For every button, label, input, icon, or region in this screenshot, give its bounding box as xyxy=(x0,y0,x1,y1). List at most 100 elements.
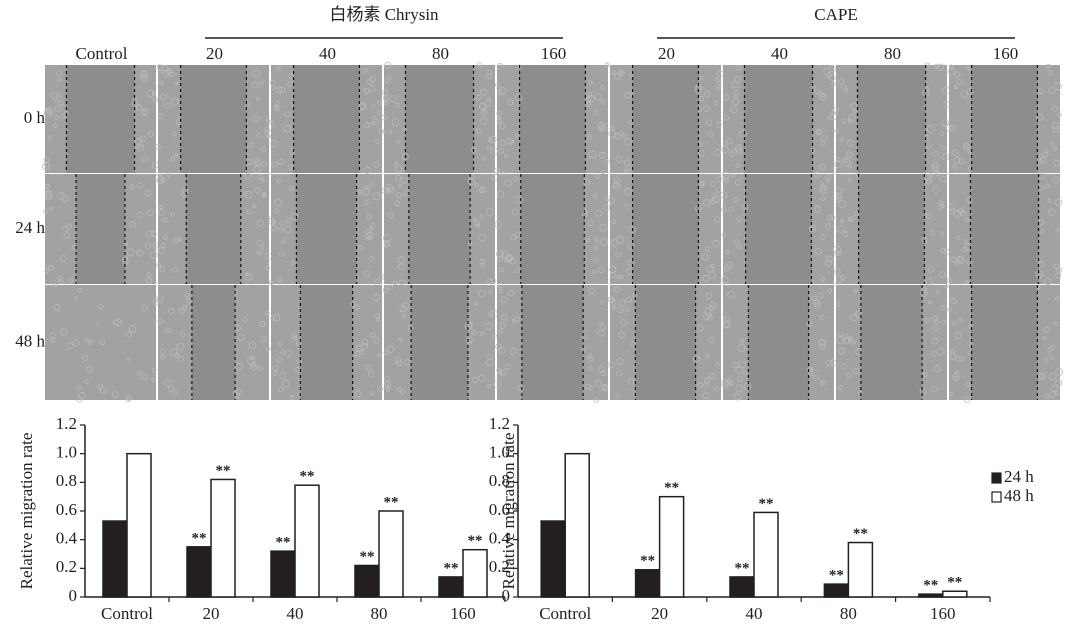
cell-texture xyxy=(728,151,735,157)
cell-region xyxy=(134,65,156,173)
cell-texture xyxy=(611,219,617,225)
bar xyxy=(126,452,152,598)
cell-texture xyxy=(270,224,278,232)
cell-texture xyxy=(235,388,242,395)
cell-texture xyxy=(728,206,734,213)
cell-texture xyxy=(962,246,968,252)
cell-texture xyxy=(487,354,493,360)
cell-texture xyxy=(369,180,375,187)
cell-region xyxy=(695,285,721,400)
cell-texture xyxy=(692,355,701,363)
cell-texture xyxy=(144,189,152,197)
cell-region xyxy=(583,285,608,400)
cell-texture xyxy=(496,118,502,124)
bar xyxy=(918,593,944,598)
cell-texture xyxy=(264,310,270,316)
cell-texture xyxy=(289,395,295,400)
cell-texture xyxy=(853,210,860,217)
cell-texture xyxy=(835,275,844,284)
cell-texture xyxy=(150,230,157,237)
cell-texture xyxy=(836,336,844,344)
cell-texture xyxy=(403,190,411,197)
cell-texture xyxy=(919,387,927,395)
cell-texture xyxy=(497,116,502,121)
cell-texture xyxy=(827,288,833,294)
cell-texture xyxy=(487,383,492,389)
cell-texture xyxy=(268,279,275,285)
cell-texture xyxy=(488,311,494,317)
cell-region xyxy=(922,285,947,400)
cell-texture xyxy=(467,177,476,186)
cell-texture xyxy=(588,287,595,294)
bar xyxy=(753,511,779,598)
cell-texture xyxy=(256,97,261,101)
cell-texture xyxy=(808,371,814,377)
cell-texture xyxy=(616,357,624,365)
cell-texture xyxy=(587,353,593,359)
cell-region xyxy=(585,65,608,173)
cell-texture xyxy=(935,290,941,295)
cell-texture xyxy=(600,238,608,246)
cell-texture xyxy=(813,374,819,381)
cell-texture xyxy=(840,219,845,223)
cell-texture xyxy=(407,324,413,331)
cell-texture xyxy=(843,87,849,93)
cell-texture xyxy=(705,119,713,127)
cell-texture xyxy=(593,194,598,199)
cell-texture xyxy=(734,145,742,152)
row-label: 48 h xyxy=(15,331,45,350)
cell-texture xyxy=(487,69,493,75)
cell-texture xyxy=(260,146,267,153)
cell-texture xyxy=(1049,372,1057,381)
cell-texture xyxy=(820,277,825,282)
cell-texture xyxy=(170,97,179,106)
cell-texture xyxy=(233,291,238,296)
cell-texture xyxy=(381,129,387,135)
cell-texture xyxy=(624,138,632,146)
cell-texture xyxy=(723,115,730,121)
cell-texture xyxy=(471,147,477,153)
cell-texture xyxy=(259,321,266,328)
cell-texture xyxy=(958,158,965,164)
cell-texture xyxy=(702,392,710,399)
cell-texture xyxy=(170,212,175,217)
cell-texture xyxy=(738,360,746,369)
cell-texture xyxy=(833,107,840,114)
cell-texture xyxy=(821,135,828,142)
cell-texture xyxy=(1053,321,1059,326)
cell-texture xyxy=(54,98,59,103)
y-tick-label: 0 xyxy=(502,586,511,605)
cell-texture xyxy=(698,95,704,102)
cell-texture xyxy=(818,339,826,346)
cell-texture xyxy=(949,352,957,361)
y-tick-label: 0.2 xyxy=(489,557,510,576)
cell-texture xyxy=(141,75,149,82)
cell-texture xyxy=(171,389,178,396)
cell-texture xyxy=(387,284,393,290)
cell-texture xyxy=(386,384,391,390)
column-label: Control xyxy=(76,44,128,63)
cell-texture xyxy=(723,264,731,272)
cell-texture xyxy=(386,345,394,354)
cell-texture xyxy=(705,292,713,300)
cell-texture xyxy=(924,86,930,92)
cell-texture xyxy=(806,320,813,327)
cell-texture xyxy=(723,177,729,184)
cell-texture xyxy=(825,259,833,267)
cell-texture xyxy=(818,92,827,101)
cell-texture xyxy=(179,331,185,337)
cell-texture xyxy=(951,320,957,326)
cell-texture xyxy=(270,315,275,321)
cell-texture xyxy=(128,325,137,333)
cell-texture xyxy=(920,287,927,294)
cell-texture xyxy=(489,135,497,144)
cell-texture xyxy=(510,139,514,144)
cell-texture xyxy=(847,118,853,124)
cell-texture xyxy=(251,81,259,89)
column-label: 80 xyxy=(884,44,901,63)
cell-texture xyxy=(599,321,604,326)
cell-texture xyxy=(932,315,938,322)
cell-texture xyxy=(175,119,182,125)
cell-texture xyxy=(841,118,846,124)
cell-texture xyxy=(165,327,171,334)
